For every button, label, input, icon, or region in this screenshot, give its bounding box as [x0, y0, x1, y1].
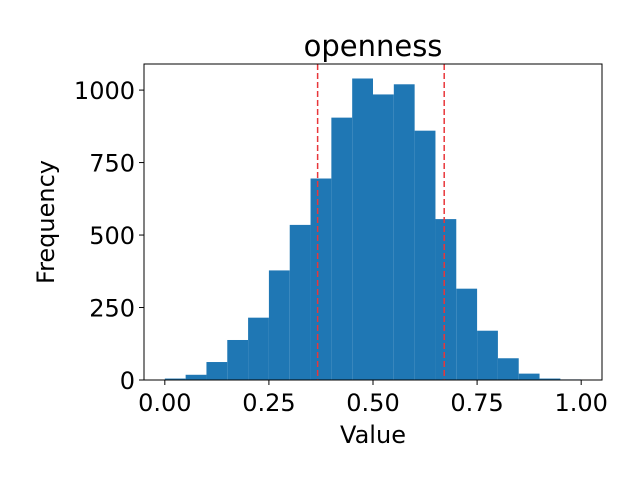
histogram-bar	[310, 178, 332, 380]
histogram-bar	[185, 374, 207, 380]
histogram-bar	[373, 94, 394, 380]
bars-group	[164, 78, 582, 380]
histogram-bar	[518, 373, 540, 380]
histogram-bar	[393, 84, 415, 380]
histogram-bar	[331, 117, 353, 380]
y-tick-label: 0	[120, 367, 135, 395]
x-tick-label: 0.00	[138, 389, 191, 417]
x-tick-label: 0.75	[450, 389, 503, 417]
y-tick-label: 500	[89, 222, 135, 250]
x-tick-label: 0.50	[346, 389, 399, 417]
histogram-bar	[352, 78, 373, 380]
histogram-bar	[268, 270, 290, 380]
histogram-bar	[477, 330, 498, 380]
y-ticks-group: 0 250 500 750 1000	[74, 77, 144, 395]
y-tick-label: 1000	[74, 77, 135, 105]
histogram-bar	[164, 378, 186, 380]
y-axis-label: Frequency	[32, 160, 60, 284]
histogram-bar	[248, 317, 269, 380]
histogram-bar	[497, 358, 519, 380]
x-tick-label: 0.25	[242, 389, 295, 417]
chart-title: openness	[304, 29, 443, 63]
reference-lines-group	[316, 64, 445, 380]
histogram-bar	[435, 219, 457, 380]
histogram-bar	[539, 378, 561, 380]
y-tick-label: 250	[89, 295, 135, 323]
x-axis-label: Value	[340, 421, 406, 449]
x-ticks-group: 0.00 0.25 0.50 0.75 1.00	[138, 380, 608, 417]
histogram-bar	[206, 362, 228, 380]
x-tick-label: 1.00	[554, 389, 607, 417]
histogram-bar	[456, 288, 478, 380]
histogram-bar	[227, 339, 249, 380]
y-tick-label: 750	[89, 150, 135, 178]
histogram-bar	[289, 224, 311, 380]
histogram-bar	[414, 130, 436, 380]
